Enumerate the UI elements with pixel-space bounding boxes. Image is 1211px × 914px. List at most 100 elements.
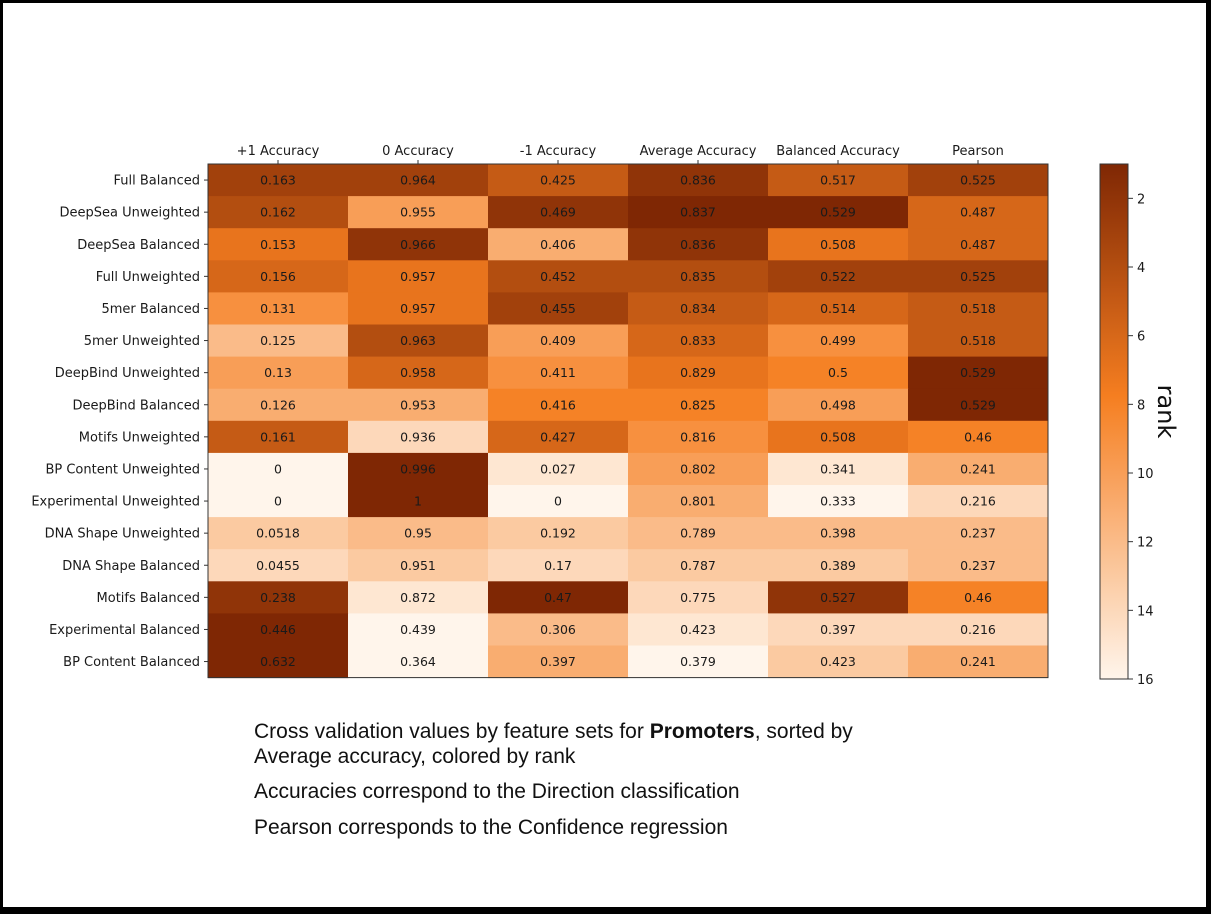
cell-value-label: 0.411 (540, 365, 576, 380)
cell-value-label: 0.957 (400, 269, 436, 284)
cell-value-label: 0.027 (540, 461, 576, 476)
caption-line-1-prefix: Cross validation values by feature sets … (254, 720, 650, 743)
heatmap-cell (628, 452, 769, 486)
row-label: DNA Shape Balanced (62, 559, 200, 574)
heatmap-cell (488, 517, 629, 550)
heatmap-cell (208, 517, 349, 550)
cell-value-label: 0.427 (540, 429, 576, 444)
cell-value-label: 0.825 (680, 397, 716, 412)
heatmap-cell (908, 549, 1049, 582)
heatmap-cell (208, 260, 349, 293)
row-label: DeepBind Balanced (72, 398, 200, 413)
heatmap-cell (208, 388, 349, 422)
caption-line-3: Accuracies correspond to the Direction c… (254, 780, 740, 804)
column-label: Pearson (952, 144, 1004, 159)
cell-value-label: 0.527 (820, 590, 856, 605)
row-label: DeepSea Unweighted (60, 206, 200, 221)
heatmap-cell (488, 388, 629, 422)
heatmap-cell (208, 164, 349, 197)
heatmap-cell (768, 645, 909, 679)
row-label: Full Balanced (114, 174, 200, 189)
cell-value-label: 1 (414, 494, 422, 509)
heatmap-cell (488, 196, 629, 229)
cell-value-label: 0.529 (960, 365, 996, 380)
heatmap-cell (348, 485, 489, 518)
cell-value-label: 0.423 (820, 654, 856, 669)
cell-value-label: 0.936 (400, 429, 436, 444)
heatmap-cell (348, 517, 489, 550)
cell-value-label: 0.518 (960, 301, 996, 316)
column-label: 0 Accuracy (382, 144, 454, 159)
caption-line-1-bold: Promoters (649, 720, 755, 743)
heatmap-cell (488, 452, 629, 486)
heatmap-cell (768, 196, 909, 229)
cell-value-label: 0.46 (964, 590, 992, 605)
heatmap-cell (208, 645, 349, 679)
heatmap-cell (628, 645, 769, 679)
heatmap-cell (768, 388, 909, 422)
caption-line-2: Average accuracy, colored by rank (254, 745, 576, 769)
cell-value-label: 0.241 (960, 461, 996, 476)
cell-value-label: 0.487 (960, 205, 996, 220)
cell-value-label: 0.423 (680, 622, 716, 637)
cell-value-label: 0.126 (260, 397, 296, 412)
column-label: -1 Accuracy (520, 144, 597, 159)
heatmap-cell (348, 613, 489, 646)
heatmap-cell (768, 228, 909, 261)
cell-value-label: 0.0455 (256, 558, 300, 573)
cell-value-label: 0.836 (680, 237, 716, 252)
heatmap-cell (348, 452, 489, 486)
cell-value-label: 0.238 (260, 590, 296, 605)
cell-value-label: 0.996 (400, 461, 436, 476)
row-label: DeepBind Unweighted (55, 366, 200, 381)
column-label: Balanced Accuracy (776, 144, 900, 159)
colorbar-label: rank (1152, 385, 1180, 439)
cell-value-label: 0.801 (680, 494, 716, 509)
heatmap-cell (208, 324, 349, 358)
heatmap-cell (908, 517, 1049, 550)
heatmap-cell (908, 196, 1049, 229)
heatmap-cell (628, 517, 769, 550)
heatmap-border (207, 163, 1049, 679)
row-label: DeepSea Balanced (77, 238, 200, 253)
cell-value-label: 0.963 (400, 333, 436, 348)
cell-value-label: 0.0518 (256, 526, 300, 541)
heatmap-cell (628, 260, 769, 293)
cell-value-label: 0.163 (260, 173, 296, 188)
colorbar-tick-label: 12 (1137, 536, 1154, 551)
cell-value-label: 0.397 (540, 654, 576, 669)
heatmap-cell (768, 260, 909, 293)
cell-value-label: 0.487 (960, 237, 996, 252)
heatmap-cell (908, 164, 1049, 197)
heatmap-cell (348, 581, 489, 614)
heatmap-cell (348, 292, 489, 325)
cell-value-label: 0.836 (680, 173, 716, 188)
row-label: 5mer Balanced (101, 302, 200, 317)
cell-value-label: 0 (274, 494, 282, 509)
heatmap-cell (348, 324, 489, 358)
heatmap-cell (908, 388, 1049, 422)
cell-value-label: 0.379 (680, 654, 716, 669)
cell-value-label: 0.333 (820, 494, 856, 509)
column-label: +1 Accuracy (237, 144, 320, 159)
heatmap-cell (488, 228, 629, 261)
cell-value-label: 0.406 (540, 237, 576, 252)
heatmap-cell (908, 292, 1049, 325)
cell-value-label: 0.5 (828, 365, 848, 380)
row-label: BP Content Balanced (63, 655, 200, 670)
heatmap-cell (628, 581, 769, 614)
cell-value-label: 0.789 (680, 526, 716, 541)
cell-value-label: 0.306 (540, 622, 576, 637)
cell-value-label: 0.397 (820, 622, 856, 637)
heatmap-cell (488, 613, 629, 646)
colorbar (1099, 163, 1129, 680)
cell-value-label: 0.958 (400, 365, 436, 380)
heatmap-cell (348, 260, 489, 293)
caption: Cross validation values by feature sets … (254, 719, 853, 850)
row-label: Experimental Balanced (49, 623, 200, 638)
slide: 0.163 0.964 0.425 0.836 0.517 0.525 0.162 0.955… (3, 3, 1206, 907)
cell-value-label: 0.398 (820, 526, 856, 541)
cell-value-label: 0.957 (400, 301, 436, 316)
cell-value-label: 0.835 (680, 269, 716, 284)
heatmap-cell (628, 356, 769, 390)
